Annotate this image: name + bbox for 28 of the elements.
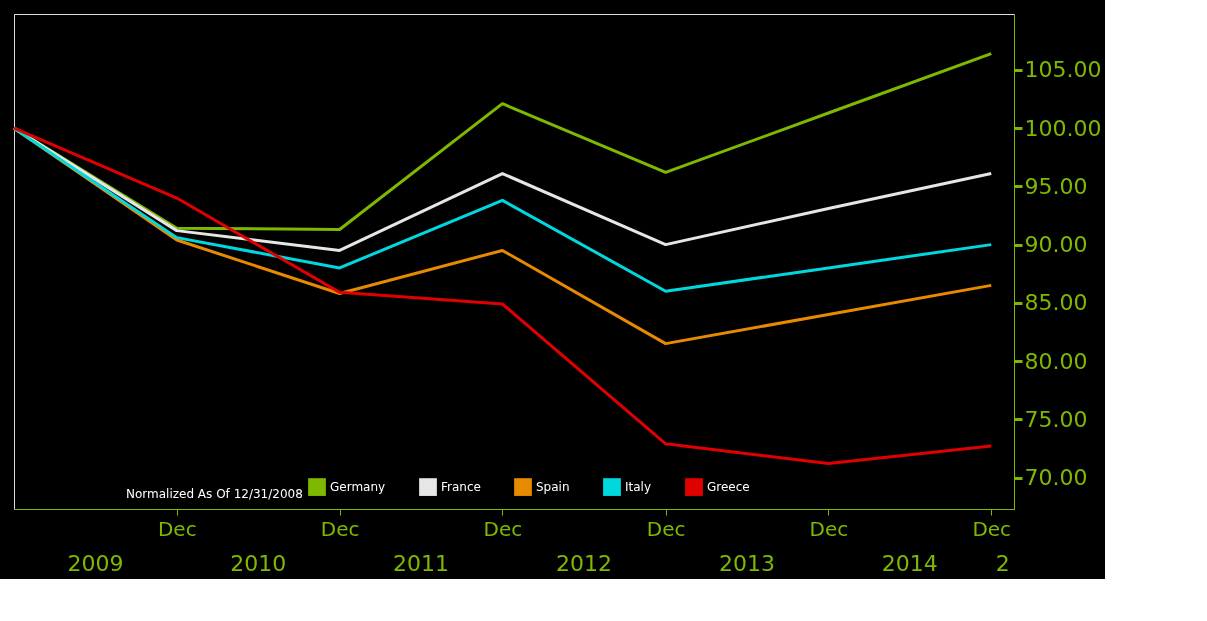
y-tick-label: 75.00 bbox=[1024, 406, 1088, 432]
y-tick-label: 95.00 bbox=[1024, 173, 1088, 199]
x-tick-label: Dec bbox=[157, 516, 197, 541]
text: 2012 bbox=[556, 551, 613, 576]
y-tick-label: 105.00 bbox=[1024, 57, 1102, 83]
text: 2014 bbox=[881, 551, 938, 576]
y-tick-label: 100.00 bbox=[1024, 115, 1102, 141]
x-tick-label: Dec bbox=[483, 516, 523, 541]
x-tick-label: Dec bbox=[809, 516, 849, 541]
legend-label: Spain bbox=[536, 480, 570, 495]
text: 2010 bbox=[230, 551, 287, 576]
line-series bbox=[12, 126, 993, 466]
legend-label: France bbox=[441, 480, 481, 495]
legend-label: Germany bbox=[330, 480, 386, 495]
text: 2013 bbox=[719, 551, 776, 576]
y-tick-label: 80.00 bbox=[1024, 348, 1088, 374]
text: 2011 bbox=[393, 551, 449, 576]
y-tick-label: 90.00 bbox=[1024, 232, 1088, 258]
y-tick-label: 85.00 bbox=[1024, 290, 1088, 316]
legend-title: Normalized As Of 12/31/2008 bbox=[126, 487, 303, 501]
text: 2 bbox=[995, 551, 1010, 576]
y-tick-label: 70.00 bbox=[1024, 465, 1088, 491]
x-tick-label: Dec bbox=[972, 516, 1012, 541]
legend-label: Greece bbox=[707, 480, 750, 495]
legend-label: Italy bbox=[625, 480, 652, 495]
x-tick-label: Dec bbox=[320, 516, 360, 541]
text: 2009 bbox=[67, 551, 124, 576]
x-tick-label: Dec bbox=[646, 516, 686, 541]
